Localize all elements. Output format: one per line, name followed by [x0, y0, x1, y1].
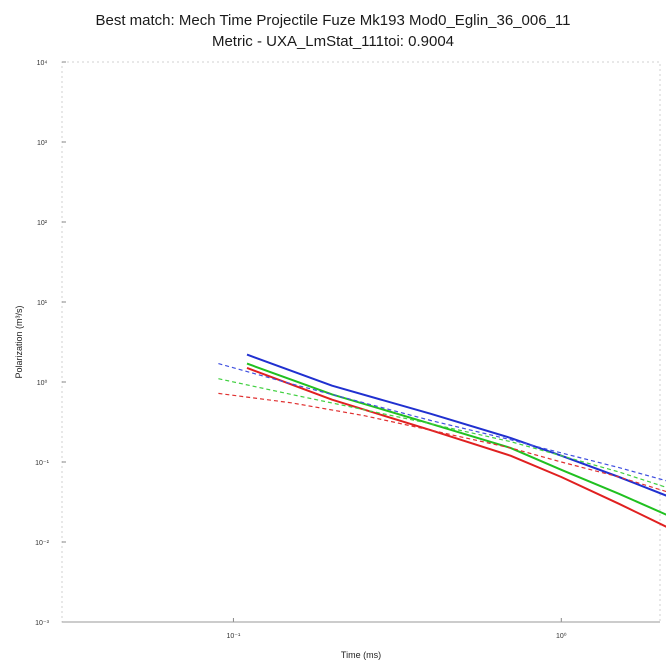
chart-title-line2: Metric - UXA_LmStat_111toi: 0.9004: [212, 33, 454, 50]
x-tick-label: 10⁰: [556, 632, 567, 640]
data-curve-1: [246, 353, 666, 497]
y-tick-label: 10²: [37, 220, 48, 227]
chart-title-line1: Best match: Mech Time Projectile Fuze Mk…: [96, 12, 571, 29]
series-group: [218, 353, 666, 528]
y-axis-label: Polarization (m³/s): [14, 305, 24, 378]
model-curve-5: [218, 378, 666, 488]
data-curve-0: [246, 366, 666, 528]
x-tick-label: 10⁻¹: [227, 633, 241, 640]
y-tick-label: 10⁻¹: [35, 460, 49, 467]
y-tick-label: 10⁻²: [35, 540, 49, 547]
y-tick-label: 10⁻³: [35, 620, 49, 627]
x-axis-label: Time (ms): [341, 650, 381, 660]
y-tick-label: 10³: [37, 140, 48, 147]
y-tick-label: 10⁴: [37, 60, 48, 67]
y-tick-label: 10¹: [37, 300, 48, 307]
data-curve-2: [246, 362, 666, 516]
y-tick-label: 10⁰: [37, 379, 48, 387]
model-curve-4: [218, 363, 666, 482]
